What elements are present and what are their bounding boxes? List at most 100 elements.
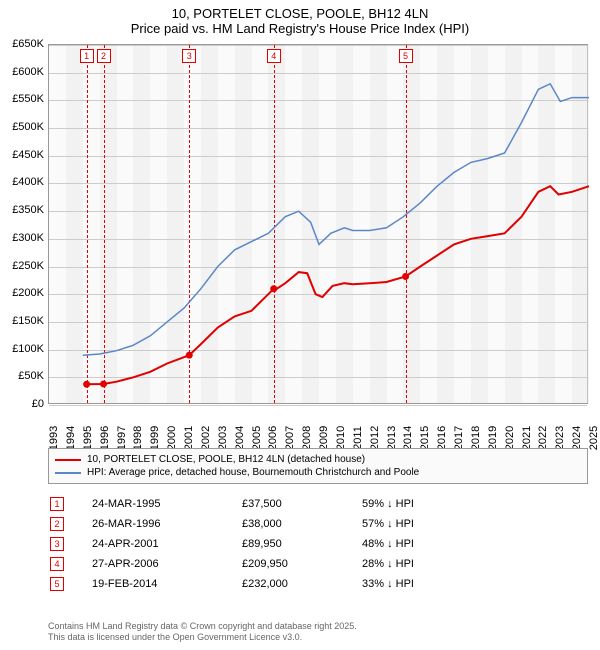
x-tick: 2011 [352,426,364,450]
transaction-pct: 33% ↓ HPI [362,578,482,590]
x-tick: 2023 [554,426,566,450]
legend: 10, PORTELET CLOSE, POOLE, BH12 4LN (det… [48,448,588,484]
y-tick: £400K [12,176,44,188]
sale-dot [186,352,193,359]
transaction-pct: 57% ↓ HPI [362,518,482,530]
x-tick: 2003 [217,426,229,450]
y-tick: £450K [12,149,44,161]
x-tick: 2013 [386,426,398,450]
legend-item-red: 10, PORTELET CLOSE, POOLE, BH12 4LN (det… [55,453,581,466]
marker-3: 3 [182,49,196,63]
x-tick: 2014 [402,426,414,450]
chart-svg [49,45,587,403]
transaction-pct: 59% ↓ HPI [362,498,482,510]
x-tick: 2020 [504,426,516,450]
chart-container: 10, PORTELET CLOSE, POOLE, BH12 4LN Pric… [0,0,600,650]
x-tick: 1993 [48,426,60,450]
y-tick: £350K [12,204,44,216]
transaction-row: 226-MAR-1996£38,00057% ↓ HPI [48,514,588,534]
x-tick: 2007 [284,426,296,450]
transaction-pct: 28% ↓ HPI [362,558,482,570]
y-tick: £200K [12,287,44,299]
legend-label-blue: HPI: Average price, detached house, Bour… [87,467,419,478]
y-tick: £50K [18,370,44,382]
transaction-row: 4 27-APR-2006£209,95028% ↓ HPI [48,554,588,574]
series_red-line [87,186,589,384]
x-tick: 1996 [99,426,111,450]
transaction-date: 24-MAR-1995 [92,498,242,510]
x-tick: 2021 [521,426,533,450]
title-line1: 10, PORTELET CLOSE, POOLE, BH12 4LN [0,6,600,21]
y-tick: £500K [12,121,44,133]
transaction-row: 3 24-APR-2001£89,95048% ↓ HPI [48,534,588,554]
transaction-price: £38,000 [242,518,362,530]
transaction-marker: 3 [50,537,64,551]
x-tick: 2019 [487,426,499,450]
legend-item-blue: HPI: Average price, detached house, Bour… [55,466,581,479]
x-tick: 2025 [588,426,600,450]
x-tick: 1995 [82,426,94,450]
x-tick: 2024 [571,426,583,450]
legend-swatch-red [55,459,81,461]
transaction-row: 519-FEB-2014£232,00033% ↓ HPI [48,574,588,594]
y-axis: £0£50K£100K£150K£200K£250K£300K£350K£400… [0,44,46,404]
x-tick: 1999 [149,426,161,450]
transaction-date: 24-APR-2001 [92,538,242,550]
footer-line1: Contains HM Land Registry data © Crown c… [48,621,357,633]
marker-5: 5 [399,49,413,63]
x-tick: 2016 [436,426,448,450]
sale-dot [83,381,90,388]
transaction-marker: 1 [50,497,64,511]
marker-4: 4 [267,49,281,63]
transactions-table: 1 24-MAR-1995£37,50059% ↓ HPI 226-MAR-1996… [48,494,588,594]
x-tick: 2018 [470,426,482,450]
transaction-price: £209,950 [242,558,362,570]
x-tick: 2022 [537,426,549,450]
x-tick: 2002 [200,426,212,450]
y-tick: £150K [12,315,44,327]
transaction-price: £89,950 [242,538,362,550]
x-tick: 2015 [419,426,431,450]
y-tick: £550K [12,93,44,105]
x-axis: 1993199419951996199719981999200020012002… [48,406,588,446]
transaction-date: 26-MAR-1996 [92,518,242,530]
x-tick: 2000 [166,426,178,450]
x-tick: 2017 [453,426,465,450]
x-tick: 1997 [116,426,128,450]
legend-swatch-blue [55,472,81,474]
y-tick: £300K [12,232,44,244]
transaction-date: 19-FEB-2014 [92,578,242,590]
y-tick: £600K [12,66,44,78]
x-tick: 2005 [251,426,263,450]
y-tick: £0 [32,398,44,410]
x-tick: 2010 [335,426,347,450]
transaction-row: 1 24-MAR-1995£37,50059% ↓ HPI [48,494,588,514]
transaction-marker: 4 [50,557,64,571]
footer: Contains HM Land Registry data © Crown c… [48,621,357,644]
sale-dot [100,380,107,387]
x-tick: 2006 [267,426,279,450]
marker-1: 1 [80,49,94,63]
transaction-pct: 48% ↓ HPI [362,538,482,550]
x-tick: 2009 [318,426,330,450]
chart-plot-area: 12 3 4 5 [48,44,588,404]
transaction-price: £37,500 [242,498,362,510]
transaction-date: 27-APR-2006 [92,558,242,570]
footer-line2: This data is licensed under the Open Gov… [48,632,357,644]
x-tick: 2012 [369,426,381,450]
y-tick: £650K [12,38,44,50]
marker-2: 2 [97,49,111,63]
x-tick: 1994 [65,426,77,450]
title-line2: Price paid vs. HM Land Registry's House … [0,21,600,36]
x-tick: 2004 [234,426,246,450]
x-tick: 1998 [132,426,144,450]
sale-dot [270,285,277,292]
transaction-marker: 5 [50,577,64,591]
y-tick: £100K [12,343,44,355]
sale-dot [402,273,409,280]
x-tick: 2008 [301,426,313,450]
y-tick: £250K [12,260,44,272]
title-block: 10, PORTELET CLOSE, POOLE, BH12 4LN Pric… [0,0,600,38]
series_blue-line [83,84,589,355]
legend-label-red: 10, PORTELET CLOSE, POOLE, BH12 4LN (det… [87,454,365,465]
